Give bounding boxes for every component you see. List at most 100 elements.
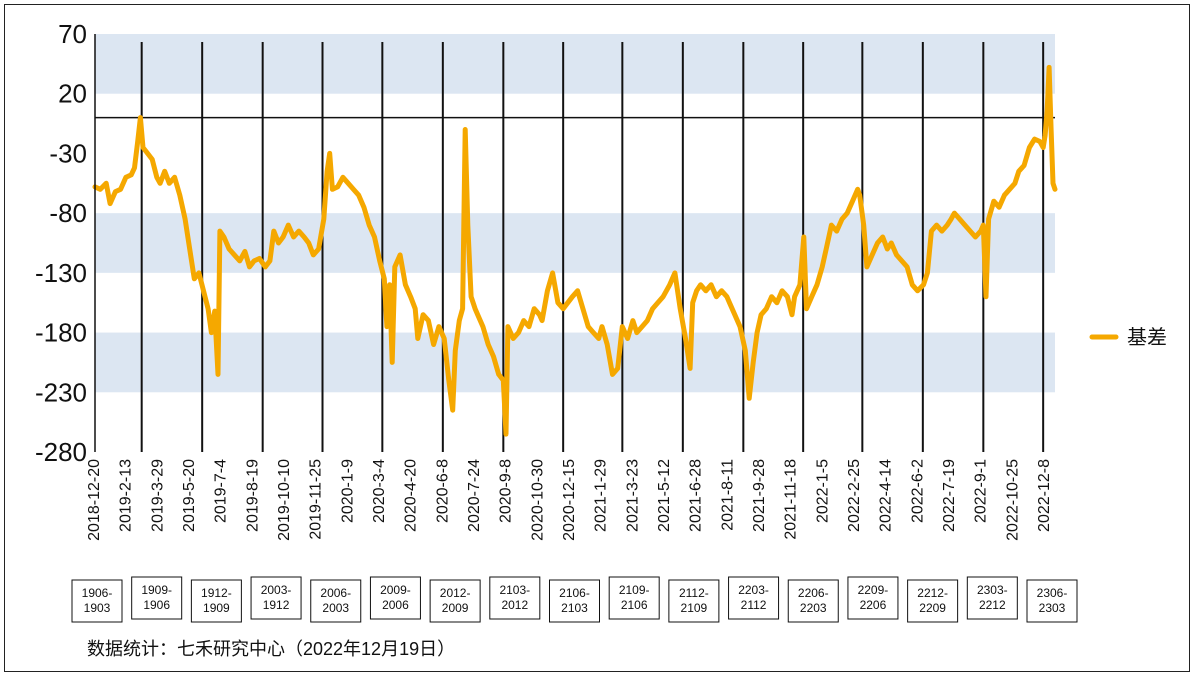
band-0 (95, 34, 1055, 94)
contract-box-border (71, 579, 123, 623)
contract-box: 2106-2103 (549, 579, 600, 623)
x-tick-labels: 2018-12-20 2019-2-13 2019-3-29 2019-5-20 201… (86, 459, 1053, 541)
contract-label: 1906 (143, 598, 170, 612)
x-tick-label: 2019-5-20 (181, 459, 198, 532)
x-tick-label: 2021-11-18 (783, 459, 800, 540)
contract-box-border (250, 576, 302, 620)
contract-label: 1912 (263, 598, 290, 612)
contract-box: 2003-1912 (250, 576, 302, 620)
contract-box: 2303-2212 (966, 576, 1018, 620)
contract-label: 1909 (203, 601, 230, 615)
contract-box-border (728, 576, 780, 620)
y-tick-label: 70 (58, 19, 87, 49)
source-note: 数据统计：七禾研究中心（2022年12月19日） (87, 639, 455, 659)
x-tick-label: 2020-10-30 (529, 459, 546, 541)
y-tick-label: 20 (58, 79, 87, 109)
x-tick-label: 2022-7-19 (941, 459, 958, 532)
contract-label: 2106- (559, 586, 590, 600)
contract-box: 2112-2109 (668, 579, 720, 623)
contract-label: 2012- (440, 586, 471, 600)
y-tick-label: -230 (35, 377, 87, 407)
contract-box: 2209-2206 (847, 576, 899, 620)
x-tick-label: 2022-4-14 (878, 459, 895, 532)
contract-box-border (847, 576, 899, 620)
contract-box: 2009-2006 (369, 576, 421, 620)
y-tick-label: -280 (35, 437, 87, 467)
contract-label: 2103- (499, 583, 530, 597)
x-tick-label: 2021-5-12 (656, 459, 673, 532)
x-tick-label: 2022-6-2 (909, 459, 926, 523)
contract-box-border (190, 579, 242, 623)
contract-label: 2303- (977, 583, 1008, 597)
x-tick-label: 2021-8-11 (719, 459, 736, 531)
x-tick-label: 2018-12-20 (86, 459, 103, 541)
contract-label: 1909- (141, 583, 172, 597)
x-tick-label: 2019-11-25 (308, 459, 325, 540)
contract-box-border (369, 576, 421, 620)
contract-box-border (131, 576, 183, 620)
contract-label: 2103 (561, 601, 588, 615)
contract-box-border (787, 579, 839, 623)
contract-box-border (1026, 579, 1078, 623)
contract-box-border (310, 579, 362, 623)
contract-box: 1909-1906 (131, 576, 183, 620)
x-tick-label: 2019-7-4 (213, 459, 230, 523)
band-2 (95, 332, 1055, 393)
y-tick-label: -130 (35, 258, 87, 288)
contract-label: 2009- (380, 583, 411, 597)
contract-box: 2103-2012 (489, 576, 541, 620)
background-bands (95, 34, 1055, 393)
contract-label: 2003 (322, 601, 349, 615)
contract-label: 2209 (919, 601, 946, 615)
contract-label: 2212 (979, 598, 1006, 612)
y-tick-label: -80 (49, 198, 87, 228)
series-line-basis (92, 64, 1058, 437)
contract-label: 2112- (679, 586, 709, 600)
x-tick-label: 2020-1-9 (339, 459, 356, 523)
legend-label: 基差 (1127, 326, 1167, 349)
contract-box-border (489, 576, 541, 620)
x-tick-label: 2020-12-15 (561, 459, 578, 541)
contract-label: 2206- (798, 586, 829, 600)
x-tick-label: 2019-8-19 (244, 459, 261, 532)
x-tick-label: 2021-3-23 (624, 459, 641, 532)
x-tick-label: 2020-9-8 (498, 459, 515, 523)
contract-label: 2306- (1037, 586, 1068, 600)
x-tick-label: 2020-4-20 (403, 459, 420, 532)
contract-box-border (549, 579, 600, 623)
contract-label: 2112 (741, 598, 767, 612)
contract-box: 2203-2112 (728, 576, 780, 620)
x-tick-label: 2021-6-28 (688, 459, 705, 532)
contract-label: 1903 (84, 601, 111, 615)
contract-box: 2206-2203 (787, 579, 839, 623)
legend: 基差 (1089, 326, 1167, 349)
contract-label: 2006 (382, 598, 409, 612)
y-tick-label: -30 (49, 138, 87, 168)
contract-box-border (668, 579, 720, 623)
x-tick-label: 2020-6-8 (434, 459, 451, 523)
contract-box-border (907, 579, 959, 623)
x-tick-label: 2022-9-1 (973, 459, 990, 523)
contract-label: 2206 (860, 598, 887, 612)
contract-label: 2006- (320, 586, 351, 600)
x-tick-label: 2019-3-29 (149, 459, 166, 532)
contract-label: 1912- (201, 586, 232, 600)
contract-box: 2306-2303 (1026, 579, 1078, 623)
contract-label: 2003- (261, 583, 292, 597)
contract-label: 2203- (738, 583, 769, 597)
contract-labels: 1906-19031909-19061912-19092003-19122006… (71, 576, 1078, 623)
contract-label: 2106 (621, 598, 648, 612)
contract-label: 2212- (917, 586, 948, 600)
contract-label: 2012 (501, 598, 528, 612)
contract-box: 2006-2003 (310, 579, 362, 623)
contract-label: 2303 (1039, 601, 1066, 615)
y-tick-label: -180 (35, 318, 87, 348)
x-tick-label: 2020-7-24 (466, 459, 483, 532)
contract-box-border (966, 576, 1018, 620)
contract-box: 2012-2009 (429, 579, 481, 623)
y-tick-labels: 70 20 -30 -80 -130 -180 -230 -280 (35, 19, 87, 467)
contract-label: 2203 (800, 601, 827, 615)
contract-box: 1912-1909 (190, 579, 242, 623)
x-tick-label: 2022-12-8 (1036, 459, 1053, 532)
